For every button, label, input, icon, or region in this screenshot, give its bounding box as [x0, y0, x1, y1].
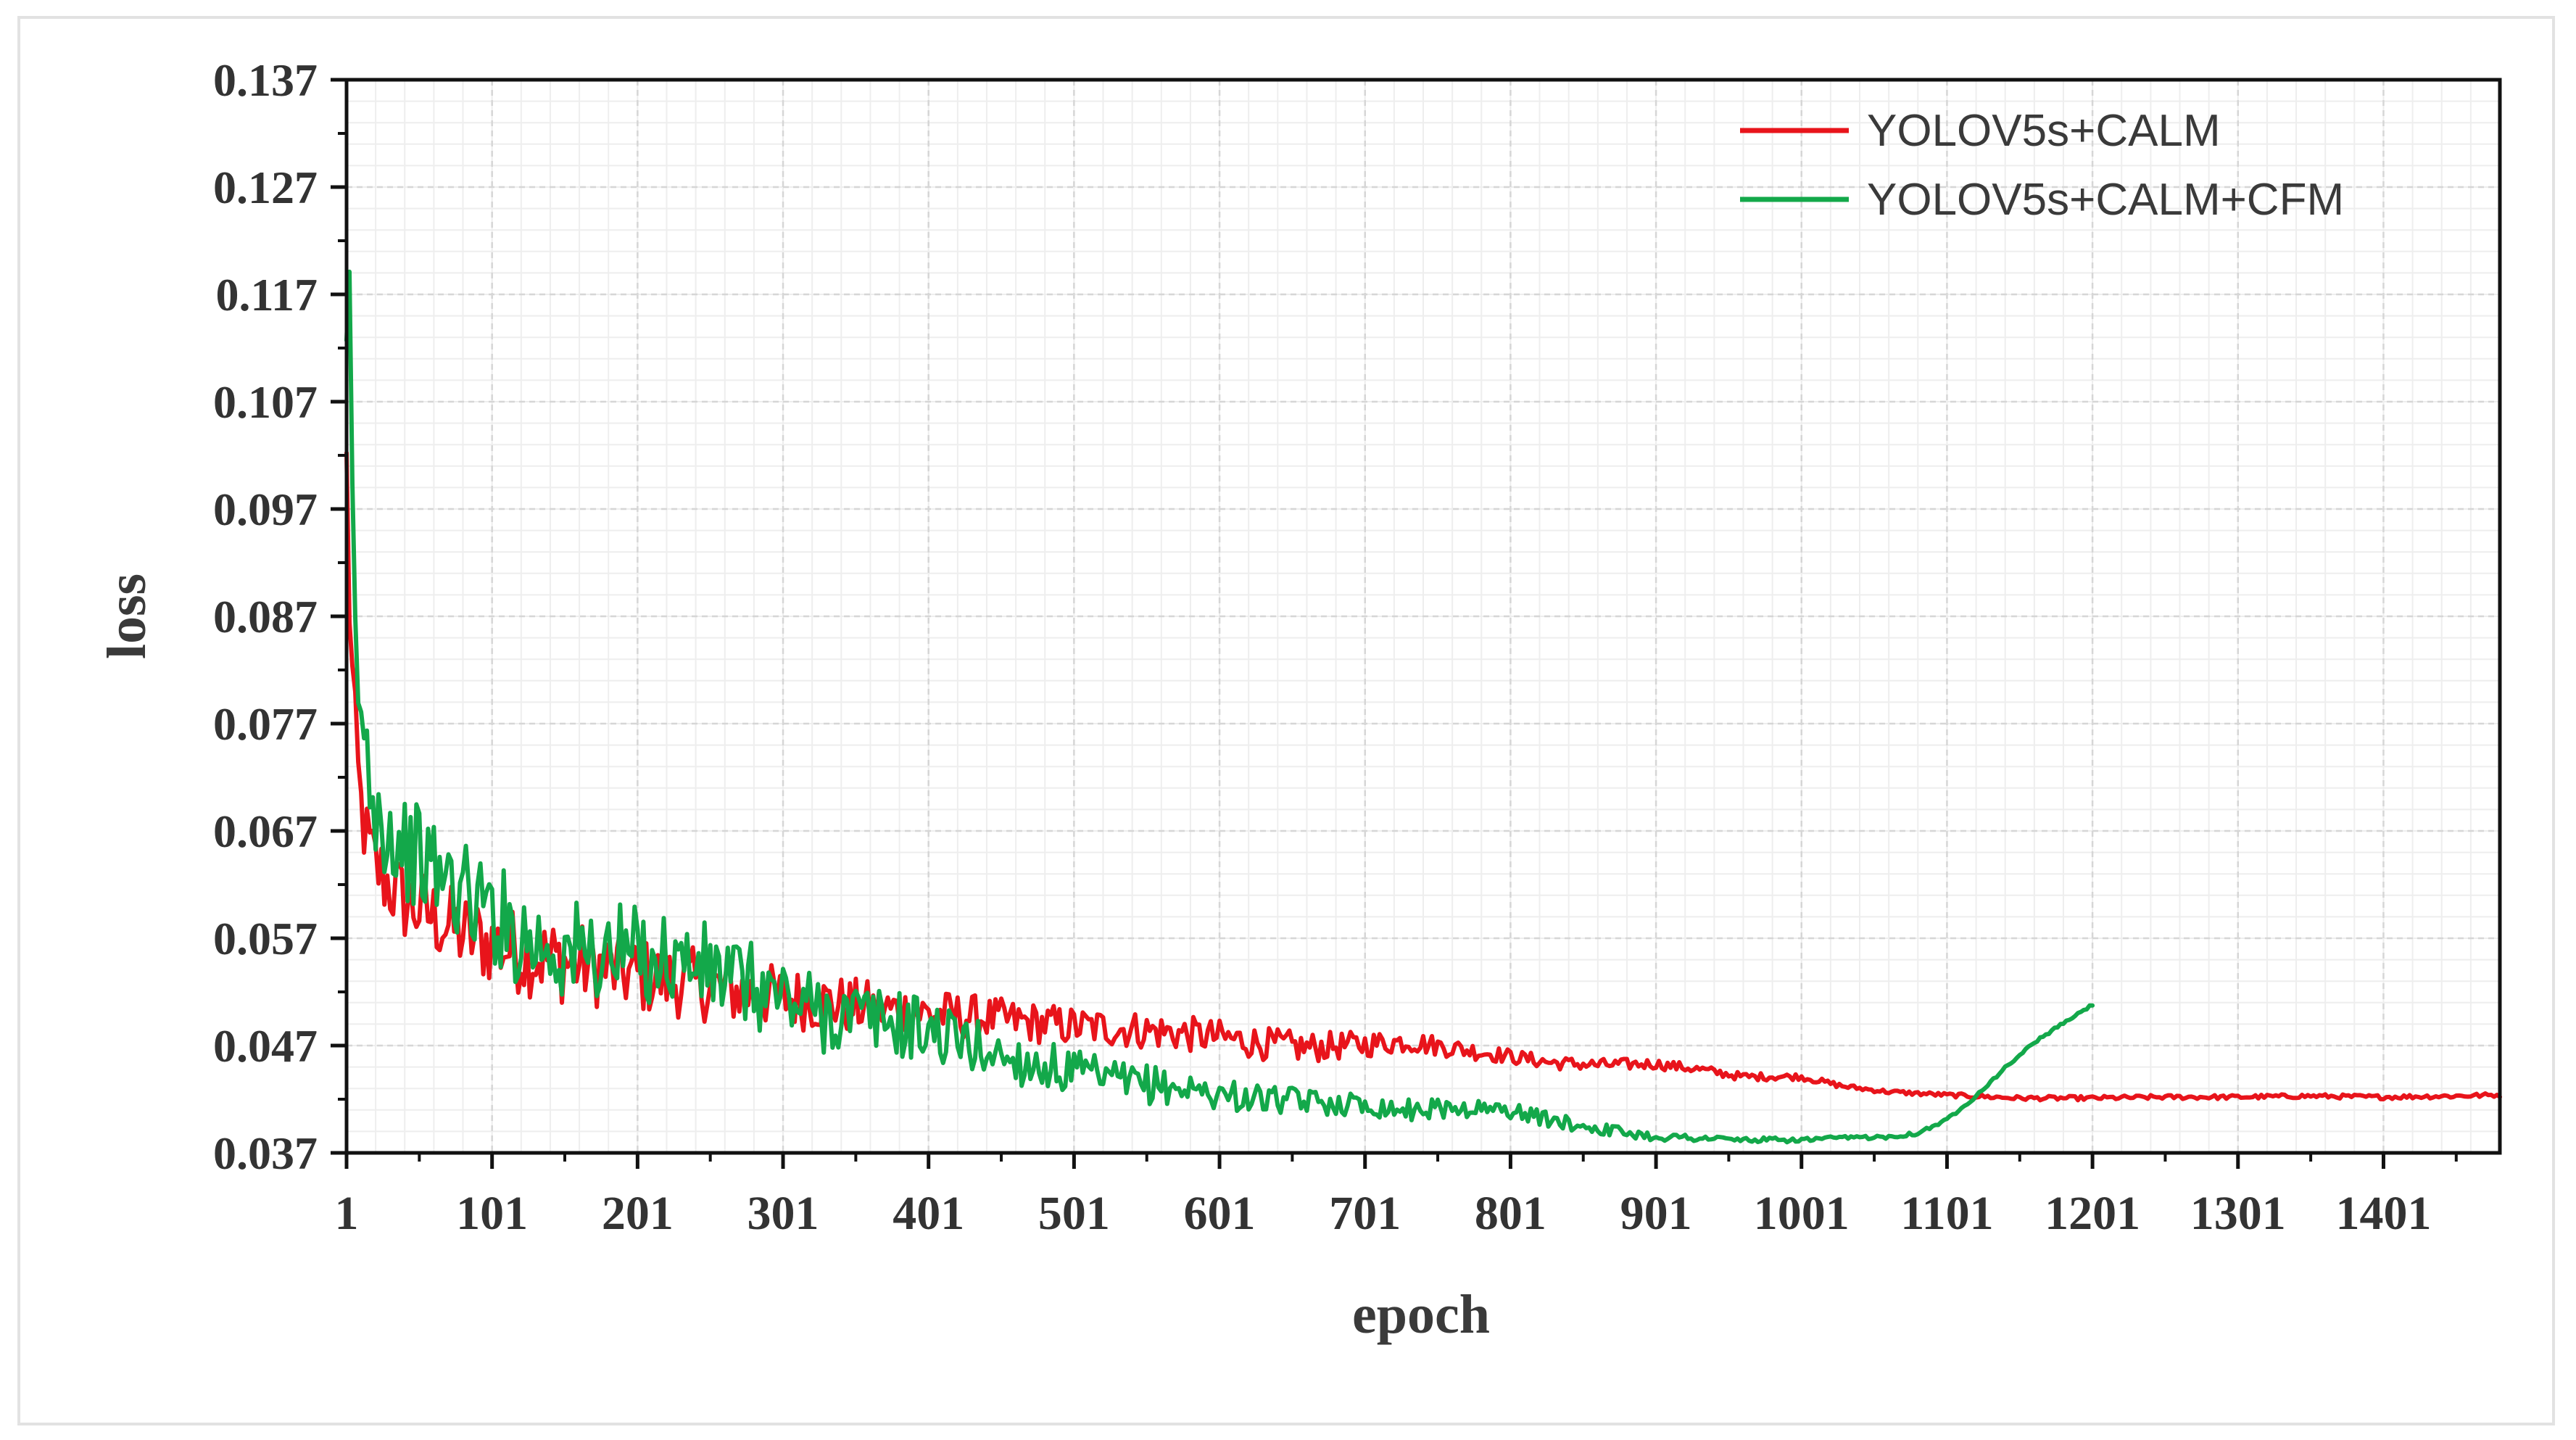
y-tick-label: 0.127 — [213, 162, 318, 213]
y-tick-label: 0.057 — [213, 913, 318, 964]
x-tick-label: 1201 — [2045, 1187, 2140, 1240]
x-tick-label: 301 — [747, 1187, 819, 1240]
series-line-2 — [344, 269, 2095, 1145]
x-tick-label: 901 — [1620, 1187, 1692, 1240]
y-tick-label: 0.077 — [213, 698, 318, 750]
y-tick-label: 0.117 — [216, 269, 318, 320]
legend-label-2: YOLOV5s+CALM+CFM — [1867, 175, 2344, 225]
x-tick-label: 601 — [1184, 1187, 1256, 1240]
y-axis: 0.037 0.047 0.057 0.067 0.077 0.087 0.097 0.107… — [213, 54, 347, 1179]
y-tick-label: 0.047 — [213, 1020, 318, 1072]
x-tick-label: 1001 — [1754, 1187, 1850, 1240]
legend-label-1: YOLOV5s+CALM — [1867, 106, 2221, 156]
y-axis-title: loss — [96, 574, 157, 659]
x-tick-label: 701 — [1329, 1187, 1401, 1240]
x-tick-label: 401 — [893, 1187, 964, 1240]
x-axis: 1 101 201 301 401 501 601 701 801 901 1001 1101 1201… — [335, 1153, 2458, 1240]
x-tick-label: 1301 — [2190, 1187, 2286, 1240]
series-line-1 — [344, 450, 2502, 1103]
x-tick-label: 1101 — [1900, 1187, 1993, 1240]
y-tick-label: 0.097 — [213, 484, 318, 535]
x-tick-label: 101 — [456, 1187, 528, 1240]
y-tick-label: 0.087 — [213, 591, 318, 642]
y-tick-label: 0.107 — [213, 376, 318, 428]
x-axis-title: epoch — [1352, 1284, 1490, 1345]
x-tick-label: 501 — [1038, 1187, 1110, 1240]
legend: YOLOV5s+CALM YOLOV5s+CALM+CFM — [1740, 106, 2344, 225]
figure-border — [17, 16, 2555, 1425]
series-layer — [344, 269, 2502, 1145]
y-tick-label: 0.037 — [213, 1127, 318, 1179]
x-tick-label: 1401 — [2335, 1187, 2431, 1240]
x-tick-label: 201 — [602, 1187, 674, 1240]
y-tick-label: 0.067 — [213, 806, 318, 857]
y-tick-label: 0.137 — [213, 54, 318, 106]
x-tick-label: 1 — [335, 1187, 359, 1240]
x-tick-label: 801 — [1475, 1187, 1546, 1240]
